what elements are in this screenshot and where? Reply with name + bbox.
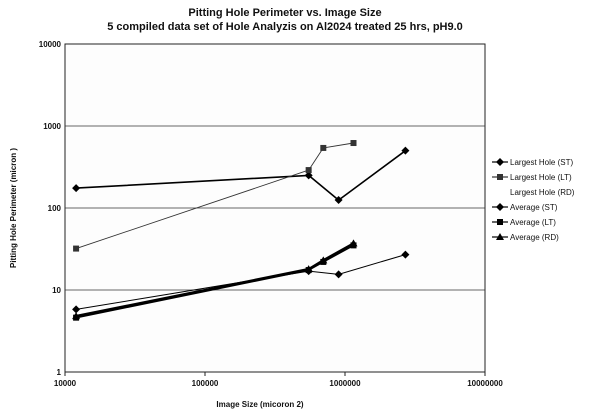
y-tick-label: 1 [57,368,62,377]
chart-title: Pitting Hole Perimeter vs. Image Size [188,7,381,19]
y-axis-label: Pitting Hole Perimeter (micron ) [9,148,18,268]
legend-label: Average (RD) [510,233,559,242]
legend-label: Largest Hole (LT) [510,173,572,182]
legend-label: Largest Hole (ST) [510,158,573,167]
data-point [305,167,312,174]
legend-label: Average (ST) [510,203,558,212]
legend-marker [496,158,504,166]
series-line [76,150,406,201]
data-point [72,312,81,320]
chart-subtitle: 5 compiled data set of Hole Analyzis on … [107,21,463,33]
y-tick-label: 10000 [39,40,62,49]
data-point [401,250,410,259]
data-point [72,305,81,314]
data-point [320,144,327,151]
data-point [304,171,313,180]
x-tick-label: 1000000 [329,379,361,388]
legend-label: Largest Hole (RD) [510,188,575,197]
data-point [319,256,328,264]
x-tick-label: 10000000 [467,379,503,388]
data-point [401,146,410,155]
legend: Largest Hole (ST) Largest Hole (LT) Larges… [492,158,575,242]
series-line [75,142,354,250]
y-tick-label: 100 [48,204,62,213]
series-line [75,242,355,318]
legend-label: Average (LT) [510,218,556,227]
plot-area: 1 10 100 1000 10000 10000 100000 1000000 1000000… [39,40,504,388]
legend-marker [496,203,504,211]
data-point [73,245,80,252]
data-point [334,270,343,279]
data-point [350,140,357,147]
x-axis-label: Image Size (micoron 2) [216,400,303,409]
data-point [334,196,343,205]
data-point [349,239,358,247]
data-point [72,184,81,193]
x-tick-label: 10000 [54,379,77,388]
y-tick-label: 1000 [43,122,61,131]
legend-marker [496,233,504,240]
y-tick-label: 10 [52,286,61,295]
x-tick-label: 100000 [192,379,219,388]
legend-marker [497,219,503,225]
series-line [76,254,406,310]
legend-marker [497,174,503,180]
data-point [304,265,313,273]
